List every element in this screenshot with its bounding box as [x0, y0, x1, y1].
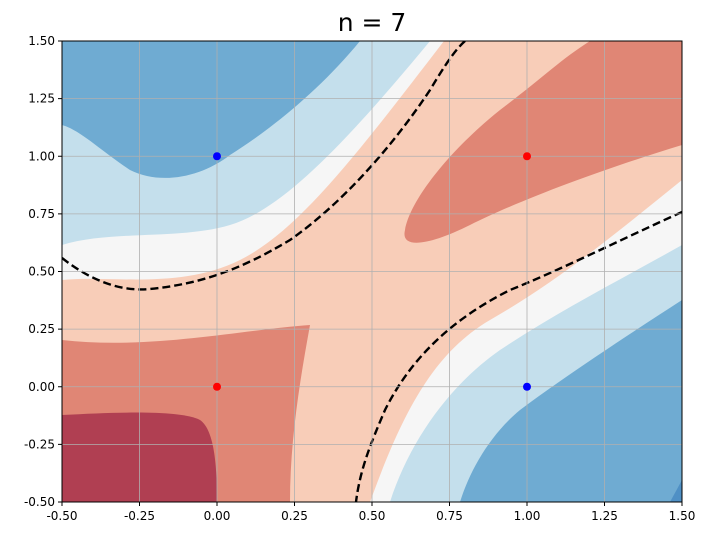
data-points: [213, 152, 531, 391]
data-point: [523, 382, 531, 391]
y-tick-label: 0.50: [28, 265, 55, 279]
x-tick-label: 1.00: [514, 509, 541, 523]
x-tick-label: 0.75: [436, 509, 463, 523]
grid-lines: [62, 41, 682, 502]
y-tick-label: 0.25: [28, 322, 55, 336]
x-tick-label: -0.25: [124, 509, 155, 523]
data-point: [213, 382, 221, 391]
contour-band-dark-blue-corner: [670, 480, 682, 502]
x-tick-label: 1.50: [669, 509, 696, 523]
data-point: [523, 152, 531, 161]
x-tick-label: 0.50: [359, 509, 386, 523]
y-tick-label: -0.25: [24, 437, 55, 451]
y-tick-label: 0.00: [28, 380, 55, 394]
decision-boundary-upper: [62, 41, 466, 291]
x-tick-label: 1.25: [591, 509, 618, 523]
chart-title: n = 7: [338, 8, 407, 37]
contour-band-blue-bottom-right: [460, 300, 682, 502]
y-tick-label: -0.50: [24, 495, 55, 509]
y-tick-label: 0.75: [28, 207, 55, 221]
x-tick-label: 0.00: [204, 509, 231, 523]
contour-band-blue-top-left: [62, 41, 360, 178]
x-tick-label: -0.50: [46, 509, 77, 523]
contour-band-red-top-right: [404, 41, 682, 243]
decision-boundary-lower: [354, 210, 682, 502]
y-tick-label: 1.50: [28, 34, 55, 48]
y-tick-label: 1.00: [28, 149, 55, 163]
y-axis: -0.50 -0.25 0.00 0.25 0.50 0.75 1.00 1.25 1.50: [24, 34, 62, 509]
x-axis: -0.50 -0.25 0.00 0.25 0.50 0.75 1.00 1.25 1.50: [46, 502, 695, 523]
x-tick-label: 0.25: [281, 509, 308, 523]
data-point: [213, 152, 221, 161]
y-tick-label: 1.25: [28, 92, 55, 106]
